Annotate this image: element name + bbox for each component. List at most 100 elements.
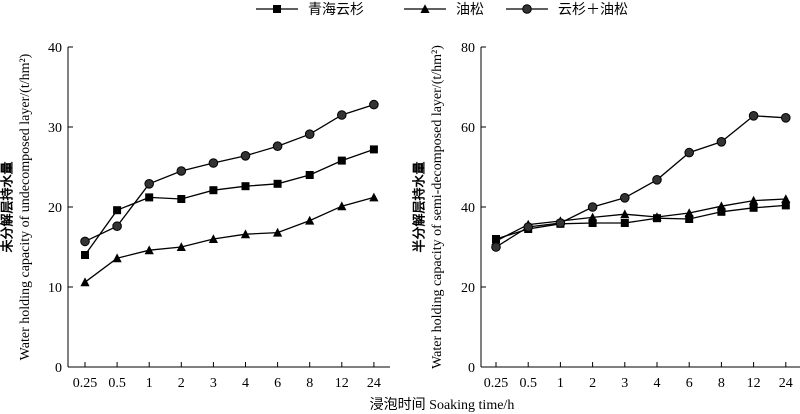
data-point xyxy=(241,182,250,191)
x-tick-label: 8 xyxy=(718,376,725,391)
data-point xyxy=(80,277,90,287)
data-point xyxy=(145,193,154,202)
data-point xyxy=(112,253,122,263)
y-axis-title-en: Water holding capacity of semi-decompose… xyxy=(430,45,445,369)
data-point xyxy=(273,227,283,237)
x-tick-label: 12 xyxy=(335,376,349,391)
series-square xyxy=(492,201,790,243)
x-tick-label: 1 xyxy=(557,376,564,391)
data-point xyxy=(523,222,534,232)
y-tick-label: 40 xyxy=(461,201,475,216)
data-point xyxy=(144,245,154,255)
x-tick-label: 3 xyxy=(210,376,217,391)
series-triangle xyxy=(80,192,379,287)
x-tick-label: 24 xyxy=(367,376,381,391)
data-point xyxy=(337,156,346,165)
data-point xyxy=(369,99,379,110)
series-line xyxy=(495,204,786,240)
legend-label: 油松 xyxy=(456,2,484,18)
x-tick-label: 2 xyxy=(178,376,185,391)
legend-marker-circle xyxy=(522,4,532,14)
x-tick-label: 4 xyxy=(242,376,249,391)
data-point xyxy=(620,209,630,219)
x-tick-label: 0.5 xyxy=(519,376,537,391)
series-line xyxy=(84,196,375,283)
series-line xyxy=(84,148,375,256)
y-tick-label: 80 xyxy=(461,41,475,56)
data-point xyxy=(781,201,790,210)
data-point xyxy=(208,158,219,168)
legend-item: 青海云杉 xyxy=(256,2,364,18)
x-tick-label: 0.25 xyxy=(73,376,98,391)
data-point xyxy=(748,111,759,121)
data-point xyxy=(209,186,218,195)
y-axis-title-cn: 未分解层持水量 xyxy=(0,161,16,253)
data-point xyxy=(369,192,379,202)
data-point xyxy=(555,218,566,228)
x-tick-label: 0.5 xyxy=(108,376,126,391)
data-point xyxy=(716,137,727,147)
y-axis-title-en: Water holding capacity of undecomposed l… xyxy=(18,53,33,360)
data-point xyxy=(112,221,122,231)
y-tick-label: 0 xyxy=(55,361,62,376)
y-tick-label: 0 xyxy=(468,361,475,376)
data-point xyxy=(176,166,187,176)
data-point xyxy=(240,229,251,239)
series-circle xyxy=(491,111,791,252)
data-point xyxy=(144,179,154,189)
data-point xyxy=(305,215,315,225)
data-point xyxy=(717,207,726,216)
legend: 青海云杉 油松 云杉＋油松 xyxy=(256,2,628,18)
data-point xyxy=(749,203,758,212)
legend-item: 云杉＋油松 xyxy=(506,2,628,18)
x-tick-label: 12 xyxy=(747,376,761,391)
x-tick-label: 4 xyxy=(654,376,661,391)
data-point xyxy=(240,151,251,161)
legend-item: 油松 xyxy=(404,2,484,18)
data-point xyxy=(491,242,501,252)
legend-marker-square xyxy=(273,5,281,13)
series-circle xyxy=(80,99,379,247)
x-tick-label: 2 xyxy=(589,376,596,391)
data-point xyxy=(273,179,282,188)
data-point xyxy=(304,129,315,139)
x-tick-label: 3 xyxy=(621,376,628,391)
series-square xyxy=(81,145,378,259)
data-point xyxy=(781,113,791,123)
data-point xyxy=(749,195,759,205)
y-tick-label: 30 xyxy=(48,121,62,136)
data-point xyxy=(716,201,726,211)
data-point xyxy=(588,219,597,227)
series-line xyxy=(495,115,786,248)
legend-marker-triangle xyxy=(420,4,430,13)
data-point xyxy=(781,194,791,203)
y-tick-label: 20 xyxy=(461,281,475,296)
series-line xyxy=(495,198,786,242)
data-point xyxy=(684,147,695,158)
legend-label: 青海云杉 xyxy=(308,2,364,18)
data-point xyxy=(337,201,347,211)
data-point xyxy=(337,110,347,120)
data-point xyxy=(587,202,598,212)
x-tick-label: 0.25 xyxy=(484,376,509,391)
data-point xyxy=(685,215,694,223)
y-axis-title: 未分解层持水量 Water holding capacity of undecom… xyxy=(0,53,33,360)
data-point xyxy=(113,206,122,215)
data-point xyxy=(208,234,218,243)
data-point xyxy=(81,251,89,259)
data-point xyxy=(620,219,629,227)
x-axis-title: 浸泡时间 Soaking time/h xyxy=(370,397,515,413)
y-axis-title-cn: 半分解层持水量 xyxy=(412,161,428,252)
y-tick-label: 20 xyxy=(48,201,62,216)
y-tick-label: 60 xyxy=(461,121,475,136)
data-point xyxy=(305,171,314,179)
data-point xyxy=(80,236,90,247)
series-triangle xyxy=(491,194,791,245)
y-axis-title: 半分解层持水量 Water holding capacity of semi-de… xyxy=(412,45,446,369)
data-point xyxy=(176,242,186,251)
data-point xyxy=(272,141,283,151)
data-point xyxy=(684,208,694,217)
data-point xyxy=(620,193,630,203)
